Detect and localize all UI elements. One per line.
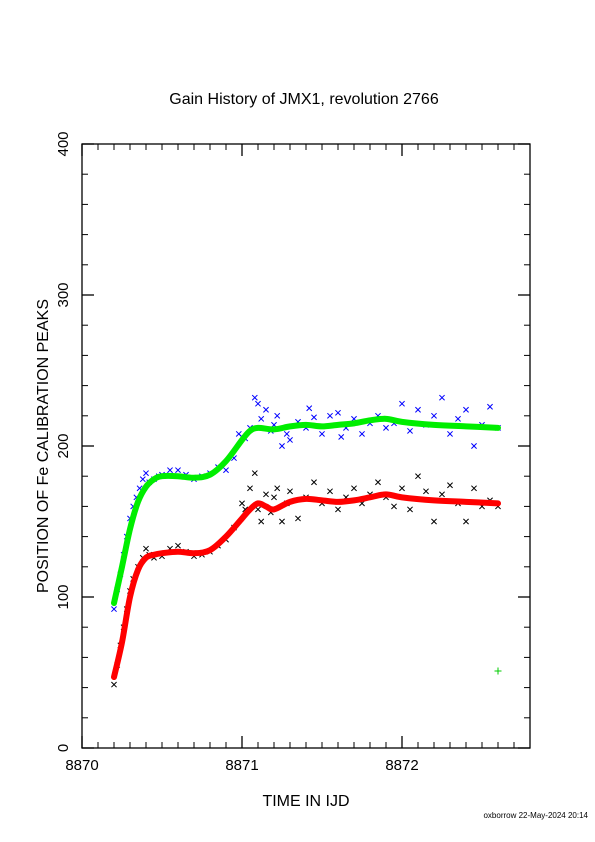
blue-data-point — [439, 394, 445, 401]
black-data-point — [463, 518, 469, 525]
blue-data-point — [338, 433, 345, 440]
y-tick-label: 100 — [55, 584, 72, 609]
black-data-point — [351, 485, 357, 492]
blue-data-point — [223, 467, 229, 474]
black-data-point — [295, 515, 301, 522]
blue-data-point — [335, 409, 341, 416]
blue-data-point — [463, 406, 469, 413]
y-axis-label: POSITION OF Fe CALIBRATION PEAKS — [35, 299, 52, 593]
black-data-point — [415, 473, 421, 480]
black-data-point — [175, 542, 181, 549]
blue-data-point — [471, 443, 477, 449]
y-tick-label: 300 — [55, 282, 72, 307]
x-tick-label: 8871 — [225, 757, 258, 774]
x-tick-label: 8870 — [65, 757, 98, 774]
axis-ticks — [81, 143, 530, 749]
black-data-point — [447, 482, 453, 489]
blue-data-point — [279, 443, 285, 449]
blue-data-point — [287, 437, 293, 443]
blue-data-point — [274, 412, 281, 419]
blue-data-point — [415, 406, 421, 413]
black-data-point — [258, 518, 265, 525]
black-data-point — [471, 485, 477, 492]
blue-data-point — [139, 476, 146, 483]
blue-data-point — [175, 467, 181, 474]
black-data-point — [279, 518, 285, 525]
axis-tick-labels: 8870 8871 8872 0 100 200 300 400 — [55, 131, 419, 774]
black-data-point — [375, 479, 381, 486]
blue-data-point — [431, 412, 437, 419]
black-data-point — [251, 470, 258, 477]
blue-data-point — [283, 430, 290, 437]
black-data-point — [239, 500, 245, 507]
chart-title: Gain History of JMX1, revolution 2766 — [169, 91, 439, 108]
black-data-point — [287, 488, 293, 495]
black-data-point — [335, 506, 341, 513]
blue-data-point — [255, 400, 261, 407]
black-data-point — [399, 485, 405, 492]
black-data-point — [271, 494, 277, 501]
black-data-point — [431, 518, 437, 525]
blue-data-point — [455, 415, 461, 422]
blue-data-point — [383, 424, 389, 431]
black-data-point — [327, 488, 333, 495]
blue-data-point — [359, 430, 365, 437]
fit-curves — [111, 415, 501, 681]
blue-data-point — [143, 470, 149, 477]
black-data-point — [423, 488, 429, 495]
blue-data-point — [306, 405, 313, 412]
y-tick-label: 0 — [55, 744, 72, 752]
data-points — [111, 394, 502, 688]
black-data-point — [407, 506, 413, 513]
y-tick-label: 200 — [55, 433, 72, 458]
black-data-point — [263, 491, 269, 498]
red-fit-curve — [111, 491, 501, 681]
y-tick-label: 400 — [55, 131, 72, 156]
black-data-point — [143, 545, 149, 552]
blue-data-point — [327, 412, 333, 419]
x-axis-label: TIME IN IJD — [262, 793, 349, 810]
green-fit-curve — [111, 415, 501, 607]
blue-data-point — [447, 430, 453, 437]
x-tick-label: 8872 — [385, 757, 418, 774]
blue-data-point — [167, 467, 173, 474]
black-data-point — [111, 681, 117, 688]
footer-credit: oxborrow 22-May-2024 20:14 — [483, 811, 588, 820]
blue-data-point — [407, 427, 413, 434]
black-data-point — [311, 479, 317, 486]
black-data-point — [274, 485, 281, 492]
black-data-point — [439, 491, 445, 498]
blue-data-point — [258, 415, 265, 422]
plot-frame — [81, 143, 531, 749]
outlier-point — [494, 667, 502, 675]
blue-data-point — [311, 414, 317, 421]
black-data-point — [247, 485, 253, 492]
blue-data-point — [319, 430, 325, 437]
blue-data-point — [111, 606, 117, 613]
blue-data-point — [487, 403, 493, 410]
black-data-point — [391, 503, 397, 510]
blue-data-point — [399, 400, 405, 407]
blue-data-point — [251, 394, 258, 401]
blue-data-point — [263, 406, 269, 413]
